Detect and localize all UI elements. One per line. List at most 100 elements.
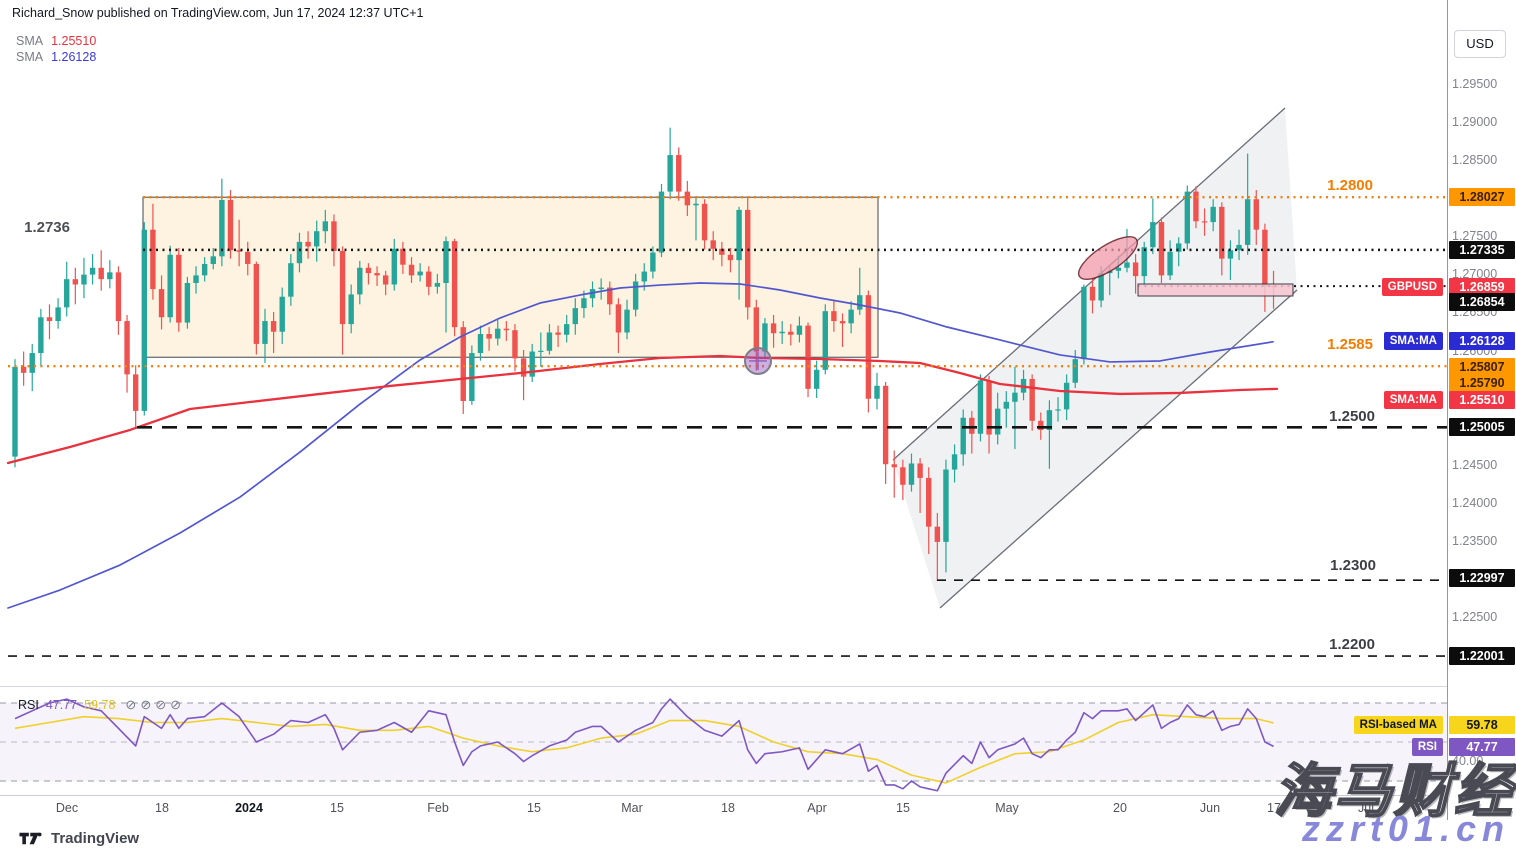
candle-body	[46, 317, 53, 322]
time-tick: 18	[721, 801, 735, 815]
axis-price-badge: 1.26859	[1449, 278, 1515, 296]
candle-body	[115, 272, 122, 322]
candle-body	[1167, 251, 1173, 276]
candle-body	[193, 275, 199, 283]
candle-body	[874, 385, 880, 399]
candle-body	[270, 321, 277, 332]
support-zone-rect	[1137, 283, 1294, 297]
candle-body	[813, 369, 820, 389]
time-tick: 2024	[235, 801, 263, 815]
candle-body	[374, 273, 380, 276]
candle-body	[365, 267, 372, 274]
level-text-label: 1.2736	[24, 219, 70, 236]
sma-slow-legend-row: SMA 1.25510	[16, 33, 96, 49]
series-tag: GBPUSD	[1381, 278, 1443, 296]
time-tick: May	[995, 801, 1019, 815]
candle-body	[900, 467, 906, 485]
candle-body	[296, 241, 303, 264]
candle-body	[1115, 267, 1122, 271]
brand-name: TradingView	[51, 830, 140, 847]
pane-separator[interactable]	[0, 686, 1516, 687]
candle-body	[1158, 222, 1165, 276]
candle-body	[460, 327, 466, 402]
time-tick: 15	[330, 801, 344, 815]
axis-tick: 1.28500	[1452, 153, 1498, 167]
watermark-url: zzrt01.cn	[1301, 808, 1510, 849]
level-text-label: 1.2500	[1329, 408, 1375, 425]
candle-body	[598, 287, 604, 290]
axis-tick: 1.29000	[1452, 115, 1498, 129]
candle-body	[693, 203, 699, 206]
candle-body	[477, 334, 484, 354]
candle-body	[546, 332, 553, 351]
candle-body	[29, 353, 35, 373]
axis-tick: 40.00	[1452, 754, 1484, 768]
candle-body	[788, 331, 794, 335]
price-axis[interactable]: USD 1.29500 1.29000 1.28500 1.27500 1.27000 1…	[1447, 0, 1516, 820]
candle-body	[443, 241, 449, 283]
candle-body	[331, 221, 337, 252]
chart-canvas[interactable]	[0, 0, 1447, 796]
candle-body	[227, 199, 234, 251]
axis-tick: 1.27000	[1452, 267, 1498, 281]
candle-body	[1124, 262, 1130, 268]
candle-body	[865, 295, 872, 399]
time-tick: 18	[155, 801, 169, 815]
candle-body	[253, 263, 260, 344]
candle-body	[486, 334, 492, 339]
rsi-title: RSI	[18, 698, 39, 712]
candle-body	[977, 380, 984, 434]
candle-body	[322, 221, 329, 232]
candle-body	[951, 454, 958, 470]
candle-body	[745, 209, 751, 308]
candle-body	[1201, 221, 1208, 223]
candle-body	[822, 311, 828, 370]
candle-body	[219, 199, 225, 257]
candle-body	[495, 328, 501, 339]
slash-circle-icon: ⊘	[155, 697, 167, 712]
candle-body	[124, 321, 130, 375]
rsi-line	[14, 698, 1274, 792]
sma-fast-label: SMA	[16, 50, 44, 64]
candle-body	[1176, 243, 1182, 252]
time-tick: Feb	[427, 801, 449, 815]
axis-price-badge: 1.22997	[1449, 569, 1515, 587]
candle-body	[150, 229, 156, 290]
time-tick: 15	[527, 801, 541, 815]
candle-body	[848, 309, 854, 324]
axis-price-badge: 1.22001	[1449, 647, 1515, 665]
candle-body	[262, 321, 268, 344]
candle-body	[236, 250, 242, 252]
channel-upper-line	[892, 107, 1286, 461]
candle-body	[779, 331, 785, 334]
level-text-label: 1.2585	[1327, 336, 1373, 353]
axis-tick: 1.29500	[1452, 77, 1498, 91]
candle-body	[1184, 191, 1191, 244]
sma-fast-value: 1.26128	[51, 50, 97, 64]
candle-body	[81, 274, 87, 285]
indicator-legend[interactable]: SMA 1.25510 SMA 1.26128	[16, 33, 96, 65]
candle-body	[943, 469, 949, 542]
consolidation-range-box	[142, 196, 879, 358]
currency-toggle-button[interactable]: USD	[1454, 30, 1506, 58]
series-tag: SMA:MA	[1383, 391, 1443, 409]
time-tick: 17	[1267, 801, 1281, 815]
time-axis[interactable]: Dec 18 2024 15 Feb 15 Mar 18 Apr 15 May 20 Jun 17 Jul	[0, 795, 1447, 822]
series-tag: RSI	[1411, 738, 1443, 756]
series-tag: RSI-based MA	[1353, 716, 1443, 734]
rsi-legend[interactable]: RSI 47.77 59.78 ⊘ ⊘ ⊘ ⊘	[18, 697, 185, 713]
candle-body	[563, 324, 570, 335]
candle-body	[1210, 206, 1216, 223]
candle-body	[38, 317, 44, 354]
candle-body	[753, 307, 760, 352]
channel-lower-line	[939, 289, 1298, 609]
candle-body	[857, 295, 863, 310]
brand[interactable]: TradingView	[18, 830, 139, 847]
candle-body	[1038, 420, 1044, 430]
candle-body	[503, 328, 510, 331]
axis-price-badge: 1.25807	[1449, 358, 1515, 376]
candle-body	[1227, 250, 1234, 259]
axis-price-badge: 1.25005	[1449, 418, 1515, 436]
candle-body	[279, 296, 285, 332]
